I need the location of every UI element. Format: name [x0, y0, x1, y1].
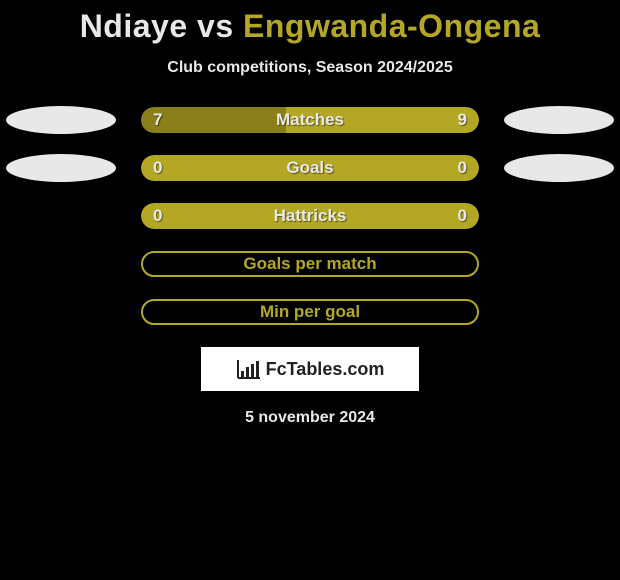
comparison-card: Ndiaye vs Engwanda-Ongena Club competiti… [0, 0, 620, 427]
page-title: Ndiaye vs Engwanda-Ongena [80, 8, 541, 45]
subtitle: Club competitions, Season 2024/2025 [167, 59, 452, 77]
date-label: 5 november 2024 [245, 409, 375, 427]
player1-marker [6, 154, 116, 182]
stat-left-value: 0 [153, 206, 162, 226]
stat-right-value: 0 [458, 206, 467, 226]
player2-marker [504, 154, 614, 182]
stat-label: Min per goal [260, 302, 360, 322]
stat-row: Min per goal [0, 299, 620, 325]
bar-fill-left [141, 155, 310, 181]
brand-badge: FcTables.com [201, 347, 419, 391]
stats-rows: 7 9 Matches 0 0 Goals 0 0 Hattricks Goals per mat… [0, 107, 620, 325]
stat-bar: 7 9 Matches [141, 107, 479, 133]
stat-label: Goals per match [243, 254, 376, 274]
bar-fill-right [310, 155, 479, 181]
stat-label: Hattricks [274, 206, 347, 226]
stat-bar: Goals per match [141, 251, 479, 277]
stat-bar: 0 0 Goals [141, 155, 479, 181]
player2-marker [504, 106, 614, 134]
stat-right-value: 0 [458, 158, 467, 178]
vs-label: vs [197, 8, 234, 44]
stat-row: 0 0 Hattricks [0, 203, 620, 229]
stat-row: 0 0 Goals [0, 155, 620, 181]
stat-left-value: 0 [153, 158, 162, 178]
player1-name: Ndiaye [80, 8, 188, 44]
stat-bar: 0 0 Hattricks [141, 203, 479, 229]
player1-marker [6, 106, 116, 134]
stat-label: Matches [276, 110, 344, 130]
stat-row: 7 9 Matches [0, 107, 620, 133]
brand-text: FcTables.com [266, 359, 385, 380]
player2-name: Engwanda-Ongena [243, 8, 540, 44]
bar-chart-icon [236, 358, 262, 380]
stat-left-value: 7 [153, 110, 162, 130]
stat-bar: Min per goal [141, 299, 479, 325]
stat-label: Goals [286, 158, 333, 178]
stat-right-value: 9 [458, 110, 467, 130]
bar-fill-left [141, 107, 286, 133]
stat-row: Goals per match [0, 251, 620, 277]
